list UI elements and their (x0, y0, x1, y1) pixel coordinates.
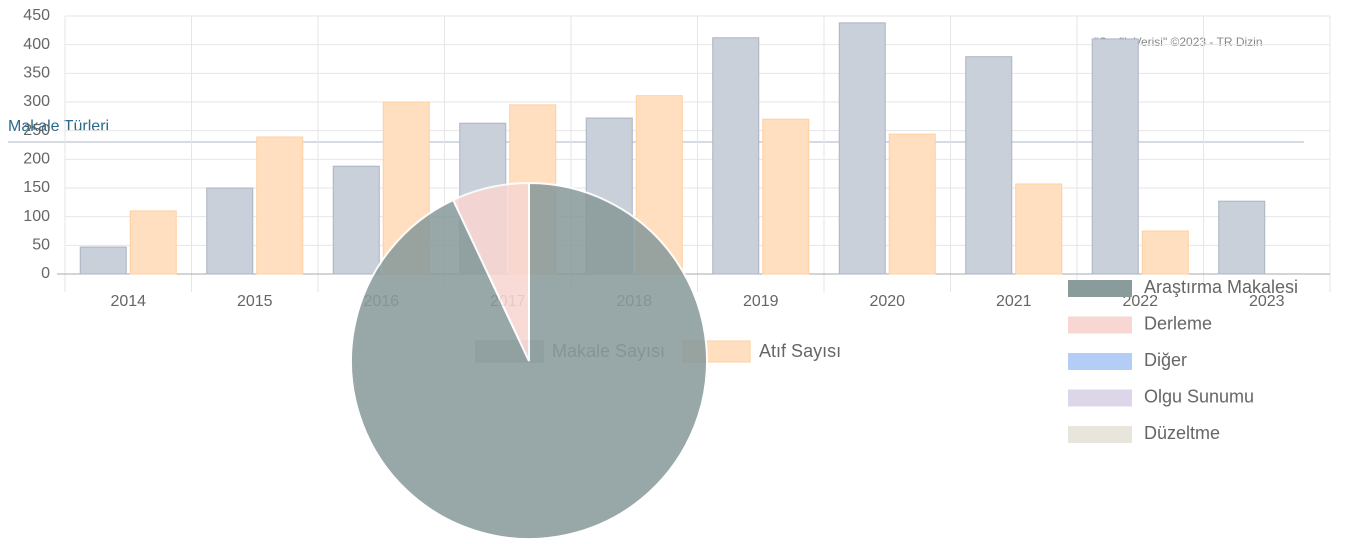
legend-label: Derleme (1144, 313, 1212, 333)
y-tick-label: 100 (23, 208, 50, 225)
y-tick-label: 450 (23, 7, 50, 24)
legend-label: Düzeltme (1144, 423, 1220, 443)
y-tick-label: 150 (23, 179, 50, 196)
legend-swatch (1068, 316, 1132, 334)
legend-label: Araştırma Makalesi (1144, 277, 1298, 297)
bar (79, 246, 127, 275)
legend-label: Diğer (1144, 350, 1187, 370)
legend-label: Atıf Sayısı (759, 341, 841, 361)
legend-swatch (1068, 426, 1132, 443)
bar (762, 118, 810, 275)
bar (256, 136, 304, 275)
bar (206, 187, 254, 275)
x-tick-label: 2015 (237, 293, 273, 310)
y-tick-label: 250 (23, 122, 50, 139)
bar (1091, 38, 1139, 275)
bar (1015, 183, 1063, 275)
bar (1218, 200, 1266, 275)
bar (712, 37, 760, 275)
bar (332, 165, 380, 275)
legend-label: Olgu Sunumu (1144, 386, 1254, 406)
x-tick-label: 2020 (869, 293, 905, 310)
legend-swatch (1068, 353, 1132, 370)
pie (350, 181, 708, 540)
bar (1141, 230, 1189, 275)
bar (838, 22, 886, 275)
y-tick-label: 200 (23, 151, 50, 168)
bar (888, 133, 936, 275)
x-tick-label: 2014 (110, 293, 146, 310)
y-tick-label: 350 (23, 65, 50, 82)
y-tick-label: 300 (23, 93, 50, 110)
bar (129, 210, 177, 275)
x-tick-label: 2021 (996, 293, 1032, 310)
bar (965, 56, 1013, 275)
y-tick-label: 400 (23, 36, 50, 53)
x-tick-label: 2023 (1249, 293, 1285, 310)
x-tick-label: 2019 (743, 293, 779, 310)
legend-swatch (1068, 280, 1132, 297)
x-tick-label: 2022 (1122, 293, 1158, 310)
pie-slice (350, 181, 708, 540)
y-tick-label: 50 (32, 237, 50, 254)
y-tick-label: 0 (41, 265, 50, 282)
legend-swatch (1068, 389, 1132, 407)
